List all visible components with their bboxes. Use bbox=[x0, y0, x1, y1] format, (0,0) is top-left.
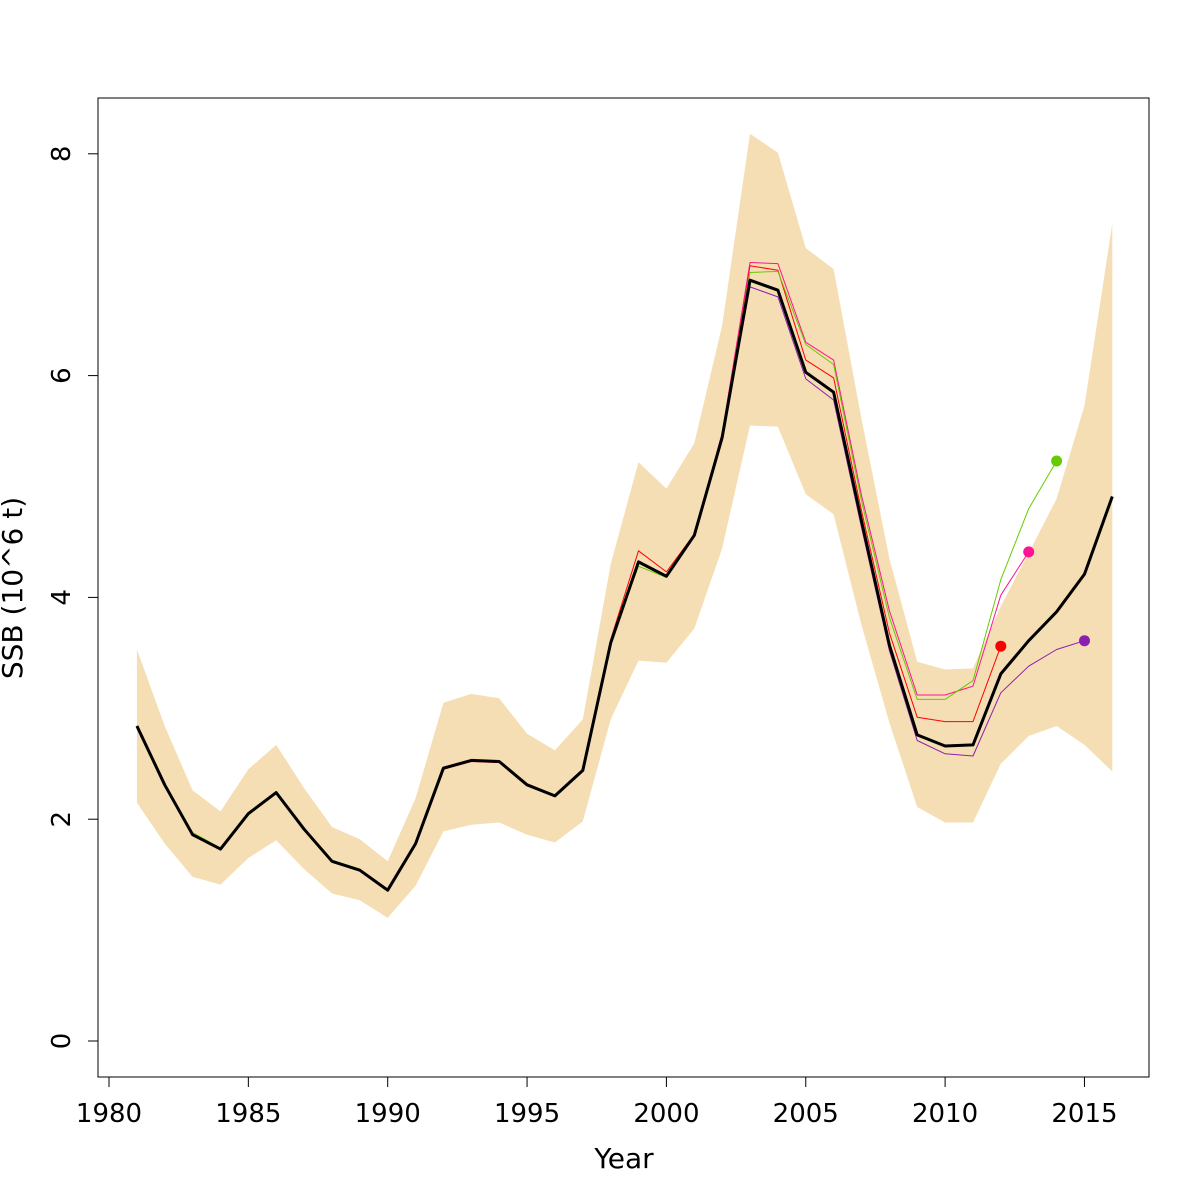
end-point-layer bbox=[995, 455, 1090, 652]
x-tick-label: 2015 bbox=[1051, 1099, 1117, 1129]
series-end-point-retro-2015 bbox=[1079, 635, 1090, 647]
series-end-point-retro-2014 bbox=[1051, 455, 1063, 467]
series-end-point-retro-2012 bbox=[995, 640, 1007, 652]
x-tick-label: 1990 bbox=[355, 1099, 421, 1129]
x-tick-label: 1995 bbox=[494, 1099, 560, 1129]
y-tick-label: 2 bbox=[47, 811, 77, 828]
series-layer bbox=[135, 262, 1114, 892]
x-axis: 1980 1985 1990 1995 2000 2005 2010 2015 bbox=[76, 1076, 1118, 1129]
y-tick-label: 0 bbox=[47, 1033, 77, 1050]
x-tick-label: 1980 bbox=[76, 1099, 142, 1129]
y-axis: 0 2 4 6 8 bbox=[47, 146, 99, 1050]
x-tick-label: 2000 bbox=[633, 1099, 699, 1129]
x-tick-label: 2005 bbox=[773, 1099, 839, 1129]
y-tick-label: 4 bbox=[47, 589, 77, 606]
confidence-band-layer bbox=[136, 133, 1113, 918]
y-tick-label: 6 bbox=[47, 367, 77, 384]
x-axis-label: Year bbox=[593, 1142, 654, 1175]
series-line-current-assessment bbox=[135, 278, 1114, 892]
y-tick-label: 8 bbox=[47, 146, 77, 163]
y-axis-label: SSB (10^6 t) bbox=[0, 497, 29, 679]
confidence-band bbox=[136, 133, 1113, 918]
x-tick-label: 1985 bbox=[215, 1099, 281, 1129]
x-tick-label: 2010 bbox=[912, 1099, 978, 1129]
series-end-point-retro-2013 bbox=[1023, 546, 1035, 558]
